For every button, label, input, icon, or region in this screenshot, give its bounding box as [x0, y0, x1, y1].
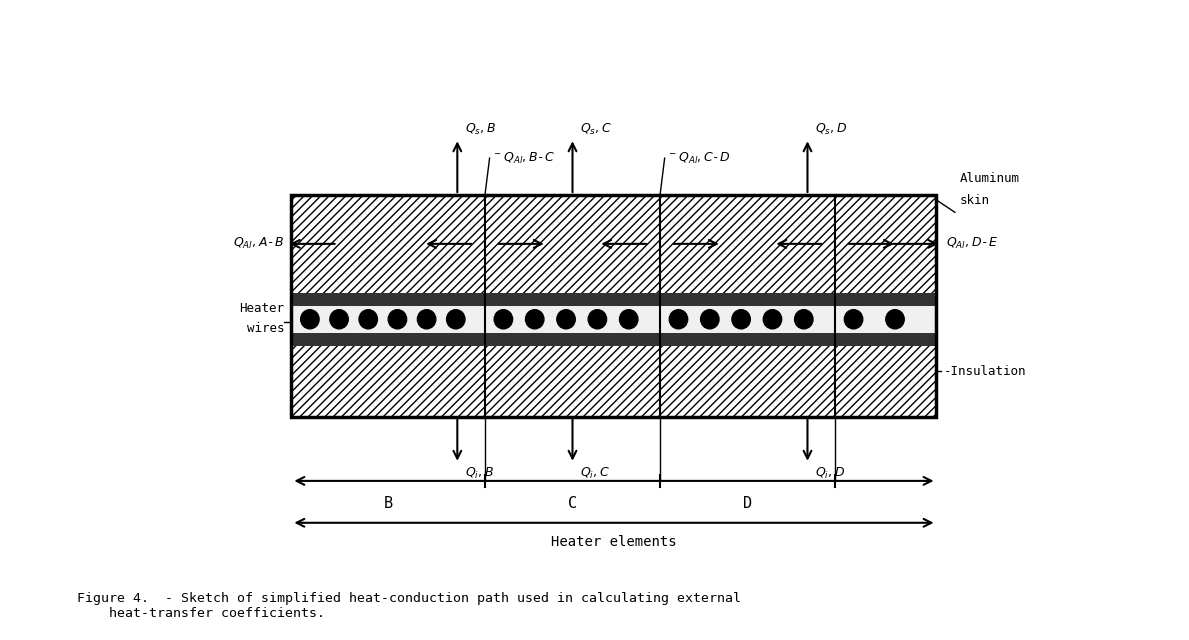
Text: -Insulation: -Insulation: [944, 365, 1026, 378]
Text: $Q_s,C$: $Q_s,C$: [580, 122, 611, 137]
Text: $Q_s,B$: $Q_s,B$: [465, 122, 496, 137]
Ellipse shape: [389, 310, 407, 329]
Text: $Q_i,C$: $Q_i,C$: [580, 466, 610, 481]
Ellipse shape: [447, 310, 465, 329]
Text: D: D: [743, 495, 753, 511]
Text: $Q_{Al},D$-$E$: $Q_{Al},D$-$E$: [945, 236, 998, 252]
Ellipse shape: [417, 310, 436, 329]
Bar: [291, 306, 937, 333]
Text: B: B: [384, 495, 392, 511]
Ellipse shape: [589, 310, 606, 329]
Ellipse shape: [732, 310, 750, 329]
Text: Heater: Heater: [239, 302, 284, 315]
Ellipse shape: [844, 310, 863, 329]
Ellipse shape: [763, 310, 781, 329]
Text: Figure 4.  - Sketch of simplified heat-conduction path used in calculating exter: Figure 4. - Sketch of simplified heat-co…: [77, 592, 741, 620]
Text: Heater elements: Heater elements: [552, 535, 677, 549]
Text: Aluminum: Aluminum: [960, 172, 1019, 185]
Text: $Q_{Al},A$-$B$: $Q_{Al},A$-$B$: [233, 236, 284, 252]
Ellipse shape: [301, 310, 319, 329]
Text: $^-Q_{Al},C$-$D$: $^-Q_{Al},C$-$D$: [667, 150, 731, 166]
Ellipse shape: [886, 310, 905, 329]
Bar: [291, 333, 937, 346]
Bar: [291, 195, 937, 417]
Ellipse shape: [700, 310, 719, 329]
Ellipse shape: [794, 310, 813, 329]
Ellipse shape: [619, 310, 638, 329]
Bar: [291, 195, 937, 292]
Ellipse shape: [495, 310, 512, 329]
Text: wires: wires: [246, 322, 284, 335]
Ellipse shape: [669, 310, 687, 329]
Ellipse shape: [359, 310, 377, 329]
Text: skin: skin: [960, 195, 989, 207]
Ellipse shape: [556, 310, 575, 329]
Text: $Q_i,D$: $Q_i,D$: [814, 466, 845, 481]
Text: $Q_i,B$: $Q_i,B$: [465, 466, 493, 481]
Text: $^-Q_{Al},B$-$C$: $^-Q_{Al},B$-$C$: [492, 150, 555, 166]
Ellipse shape: [526, 310, 543, 329]
Text: C: C: [568, 495, 577, 511]
Text: $Q_s,D$: $Q_s,D$: [814, 122, 847, 137]
Bar: [291, 292, 937, 306]
Ellipse shape: [329, 310, 348, 329]
Bar: [291, 346, 937, 417]
